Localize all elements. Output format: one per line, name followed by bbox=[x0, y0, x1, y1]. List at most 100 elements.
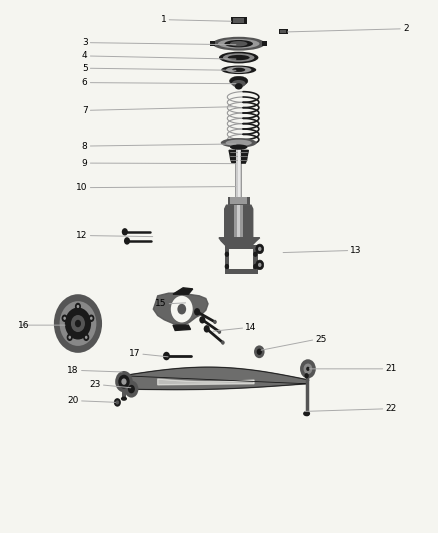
Circle shape bbox=[124, 381, 138, 398]
Bar bbox=[230, 197, 247, 204]
Ellipse shape bbox=[223, 53, 254, 62]
Circle shape bbox=[221, 341, 225, 345]
Text: 2: 2 bbox=[403, 25, 409, 33]
Circle shape bbox=[258, 263, 261, 267]
Circle shape bbox=[204, 325, 210, 333]
Circle shape bbox=[306, 367, 310, 371]
Text: 20: 20 bbox=[67, 397, 79, 405]
Circle shape bbox=[64, 317, 66, 320]
Circle shape bbox=[300, 359, 316, 378]
Ellipse shape bbox=[230, 41, 247, 46]
Circle shape bbox=[128, 385, 135, 393]
Ellipse shape bbox=[121, 397, 127, 401]
Ellipse shape bbox=[218, 39, 259, 49]
Polygon shape bbox=[158, 379, 254, 385]
Circle shape bbox=[75, 320, 81, 327]
Circle shape bbox=[122, 228, 128, 236]
Text: 8: 8 bbox=[82, 142, 88, 150]
Polygon shape bbox=[219, 238, 260, 246]
Circle shape bbox=[199, 316, 205, 324]
Text: 25: 25 bbox=[315, 335, 327, 344]
Circle shape bbox=[194, 308, 200, 316]
Ellipse shape bbox=[224, 40, 253, 47]
Ellipse shape bbox=[230, 76, 248, 86]
Circle shape bbox=[213, 320, 217, 324]
Ellipse shape bbox=[232, 80, 246, 87]
Circle shape bbox=[304, 364, 312, 374]
Circle shape bbox=[258, 247, 261, 251]
Ellipse shape bbox=[221, 66, 256, 74]
Bar bbox=[228, 197, 250, 205]
Circle shape bbox=[83, 334, 89, 341]
Bar bbox=[236, 149, 241, 198]
Circle shape bbox=[253, 264, 258, 269]
Circle shape bbox=[171, 296, 193, 322]
Bar bbox=[262, 41, 267, 46]
Ellipse shape bbox=[226, 67, 251, 73]
Polygon shape bbox=[153, 293, 208, 325]
Circle shape bbox=[177, 304, 186, 314]
Text: 4: 4 bbox=[82, 52, 88, 60]
Ellipse shape bbox=[226, 140, 252, 146]
Bar bbox=[225, 245, 229, 274]
Bar bbox=[233, 18, 244, 23]
Bar bbox=[210, 41, 215, 46]
Bar bbox=[234, 205, 243, 245]
Polygon shape bbox=[173, 325, 191, 330]
Text: 1: 1 bbox=[161, 15, 166, 24]
Text: 23: 23 bbox=[89, 381, 101, 389]
Circle shape bbox=[60, 301, 96, 346]
Circle shape bbox=[256, 260, 264, 270]
Circle shape bbox=[225, 252, 229, 257]
Bar bbox=[225, 269, 258, 274]
Circle shape bbox=[118, 375, 130, 389]
Bar bbox=[235, 149, 242, 198]
Text: 17: 17 bbox=[129, 350, 140, 358]
Polygon shape bbox=[123, 367, 309, 390]
Circle shape bbox=[90, 317, 92, 320]
Polygon shape bbox=[225, 205, 253, 246]
Bar bbox=[279, 29, 288, 34]
Text: 6: 6 bbox=[82, 78, 88, 87]
Text: 10: 10 bbox=[76, 183, 88, 192]
Ellipse shape bbox=[219, 52, 258, 63]
Circle shape bbox=[85, 336, 88, 339]
Circle shape bbox=[253, 252, 258, 257]
Bar bbox=[280, 30, 286, 33]
Text: 9: 9 bbox=[82, 159, 88, 167]
Ellipse shape bbox=[221, 138, 257, 148]
Bar bbox=[237, 205, 240, 245]
Text: 22: 22 bbox=[385, 405, 397, 413]
Circle shape bbox=[225, 264, 229, 269]
Circle shape bbox=[116, 400, 119, 405]
Ellipse shape bbox=[212, 37, 265, 51]
Text: 12: 12 bbox=[76, 231, 88, 240]
Circle shape bbox=[68, 336, 71, 339]
Circle shape bbox=[75, 303, 81, 310]
Circle shape bbox=[71, 315, 85, 332]
Circle shape bbox=[254, 345, 265, 358]
Text: 5: 5 bbox=[82, 64, 88, 72]
Circle shape bbox=[115, 371, 133, 392]
Ellipse shape bbox=[235, 83, 243, 90]
Circle shape bbox=[88, 314, 94, 322]
Text: 18: 18 bbox=[67, 366, 79, 375]
Circle shape bbox=[163, 352, 170, 360]
Bar bbox=[238, 149, 240, 198]
Circle shape bbox=[114, 398, 121, 407]
Bar bbox=[231, 17, 247, 24]
Circle shape bbox=[121, 378, 127, 385]
Circle shape bbox=[65, 308, 91, 340]
Text: 16: 16 bbox=[18, 321, 29, 329]
Text: 21: 21 bbox=[385, 365, 397, 373]
Circle shape bbox=[124, 237, 130, 245]
Bar bbox=[225, 245, 258, 249]
Ellipse shape bbox=[230, 144, 247, 150]
Text: 3: 3 bbox=[82, 38, 88, 47]
Text: 14: 14 bbox=[245, 324, 257, 332]
Text: 13: 13 bbox=[350, 246, 362, 255]
Circle shape bbox=[257, 349, 262, 355]
Circle shape bbox=[62, 314, 68, 322]
Circle shape bbox=[77, 305, 79, 308]
Circle shape bbox=[218, 329, 221, 334]
